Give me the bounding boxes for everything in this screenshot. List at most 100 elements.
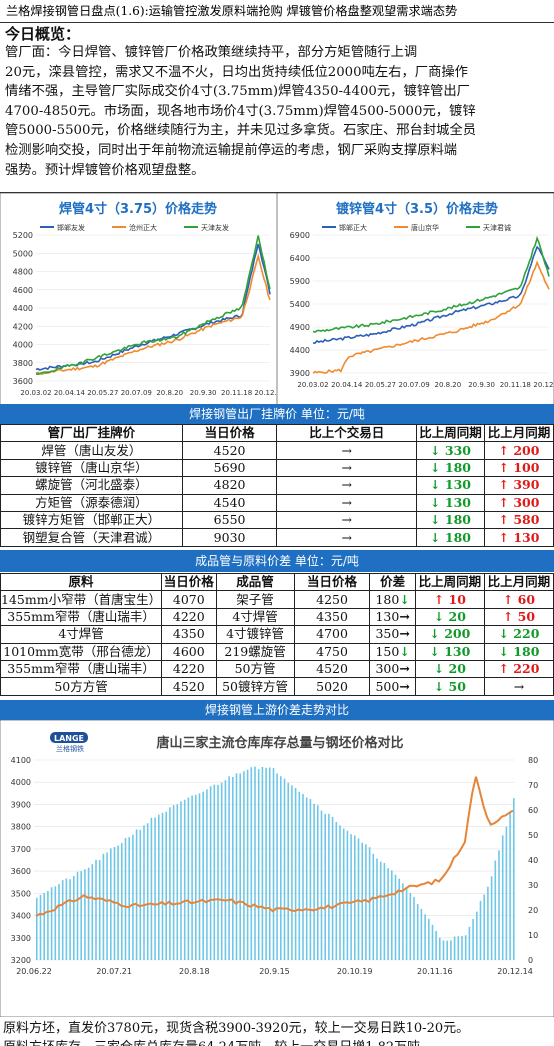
- product-cell: 219螺旋管: [215, 642, 295, 661]
- inventory-bar: [135, 829, 138, 960]
- column-header: 比上周同期: [414, 572, 485, 592]
- inventory-bar: [217, 784, 219, 960]
- table-row: 钢塑复合管（天津君诚） 9030 → ↓ 180 ↑ 130: [0, 528, 554, 547]
- y-tick-label: 3600: [13, 377, 33, 386]
- inventory-bar: [243, 771, 245, 960]
- inventory-bar: [154, 817, 156, 960]
- inventory-bar: [376, 858, 378, 960]
- inventory-bar: [36, 897, 38, 960]
- product-cell: 50镀锌方管: [215, 677, 295, 696]
- inventory-bar: [47, 890, 49, 960]
- inventory-bar: [128, 837, 130, 960]
- price-cell: 4540: [181, 493, 278, 512]
- price-cell: 6550: [181, 510, 278, 530]
- footer-line: 原料方坯，直发价3780元，现货含税3900-3920元，较上一交易日跌10-2…: [3, 1021, 470, 1036]
- y-right-tick-label: 20: [528, 906, 538, 915]
- inventory-bar: [39, 894, 42, 960]
- inventory-bar: [331, 817, 334, 960]
- inventory-bar: [372, 853, 375, 960]
- inventory-bar: [320, 810, 323, 960]
- footer-line: 原料方坯库存，三家仓库总库存量64.24万吨，较上一交易日增1.82万吨。: [3, 1038, 554, 1046]
- inventory-bar: [106, 852, 108, 960]
- inventory-bar: [76, 871, 79, 960]
- y-tick-label: 3900: [11, 800, 31, 809]
- y-tick-label: 4800: [13, 268, 33, 277]
- series-line-2: [35, 253, 271, 375]
- inventory-bar: [191, 795, 193, 960]
- y-tick-label: 4900: [290, 323, 310, 332]
- column-header: 比上个交易日: [276, 423, 418, 443]
- day-change-cell: →: [276, 493, 418, 512]
- inventory-bar: [357, 838, 360, 960]
- inventory-bar: [250, 767, 253, 960]
- y-tick-label: 5200: [13, 231, 33, 240]
- inventory-bar: [342, 828, 345, 960]
- month-change-cell: ↑ 220: [483, 659, 554, 679]
- y-tick-label: 5900: [290, 277, 310, 286]
- inventory-bar: [413, 897, 415, 960]
- x-tick-label: 20.9.15: [259, 967, 290, 976]
- column-header: 原料: [0, 572, 163, 592]
- month-change-cell: ↑ 130: [484, 528, 554, 547]
- column-header: 比上月同期: [484, 423, 554, 443]
- inventory-bar: [58, 884, 60, 960]
- month-change-cell: ↑ 390: [484, 476, 554, 495]
- month-change-cell: ↓ 180: [483, 642, 554, 661]
- inventory-bar: [228, 776, 230, 960]
- inventory-bar: [206, 789, 208, 960]
- y-tick-label: 3500: [11, 889, 31, 898]
- y-tick-label: 4000: [13, 341, 33, 350]
- inventory-bar: [98, 860, 101, 960]
- product-price-cell: 5020: [293, 677, 371, 696]
- inventory-bar: [431, 924, 434, 960]
- legend-entry: 邯郸正大: [339, 223, 367, 232]
- spread-cell: 150↓: [369, 642, 416, 661]
- inventory-bar: [69, 879, 71, 960]
- y-tick-label: 4100: [11, 756, 31, 765]
- product-price-cell: 4350: [293, 607, 371, 627]
- day-change-cell: →: [276, 458, 418, 478]
- summary-line: 20元，滦县管控，需求又不温不火，日均出货持续低位2000吨左右，厂商操作: [5, 64, 468, 80]
- inventory-bar: [195, 795, 197, 960]
- inventory-bar: [483, 894, 485, 960]
- inventory-bar: [73, 876, 75, 960]
- svg-text:LANGE: LANGE: [54, 734, 84, 743]
- raw-material-cell: 50方方管: [0, 677, 163, 696]
- y-tick-label: 4600: [13, 286, 33, 295]
- spread-cell: 130→: [369, 607, 416, 627]
- inventory-bar: [494, 860, 497, 960]
- mill-name: 方矩管（源泰德润）: [0, 493, 183, 512]
- week-change-cell: ↓ 200: [414, 625, 485, 644]
- week-change-cell: ↓ 180: [416, 458, 485, 478]
- product-price-cell: 4250: [293, 590, 371, 609]
- y-right-tick-label: 0: [528, 956, 533, 965]
- legend-entry: 唐山京华: [411, 223, 439, 232]
- product-cell: 4寸镀锌管: [215, 625, 295, 644]
- column-header: 成品管: [215, 572, 295, 592]
- column-header: 当日价格: [161, 572, 217, 592]
- inventory-bar: [442, 940, 445, 960]
- inventory-bar: [461, 935, 463, 960]
- raw-price-cell: 4520: [161, 677, 217, 696]
- inventory-bar: [213, 784, 216, 960]
- inventory-bar: [95, 859, 97, 960]
- inventory-bar: [254, 766, 256, 960]
- column-header: 价差: [369, 572, 416, 592]
- table-header-row: 管厂出厂挂牌价 当日价格 比上个交易日 比上周同期 比上月同期: [0, 423, 554, 443]
- inventory-bar: [176, 804, 179, 960]
- spread-cell: 180↓: [369, 590, 416, 609]
- inventory-bar: [354, 835, 356, 960]
- welded-chart-title: 焊管4寸（3.75）价格走势: [59, 201, 217, 217]
- series-line-1: [313, 245, 550, 344]
- summary-line: 情绪不强，主导管厂实际成交价4寸(3.75mm)焊管4350-4400元，镀锌管…: [5, 84, 470, 100]
- legend-entry: 邯郸友发: [57, 223, 85, 232]
- inventory-bar: [424, 914, 426, 960]
- y-right-tick-label: 50: [528, 831, 538, 840]
- week-change-cell: ↓ 20: [414, 659, 485, 679]
- inventory-bar: [246, 769, 249, 960]
- y-tick-label: 5400: [290, 300, 310, 309]
- price-trend-charts: 焊管4寸（3.75）价格走势 邯郸友发 沧州正大 天津友发 5200 5000 4800…: [0, 192, 554, 405]
- x-tick-label: 20.12.30: [533, 381, 554, 389]
- summary-line: 4700-4850元。市场面，现各地市场价4寸(3.75mm)焊管4500-50…: [5, 103, 476, 119]
- mill-name: 镀锌方矩管（邯郸正大）: [0, 510, 183, 530]
